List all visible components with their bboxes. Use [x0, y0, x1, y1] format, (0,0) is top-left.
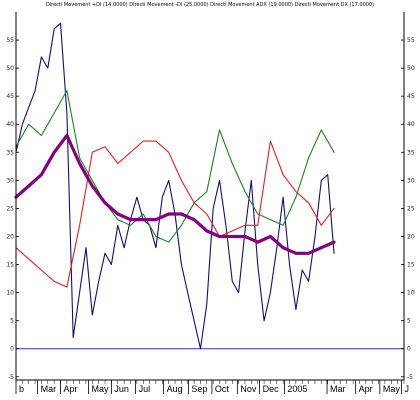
y-tick-label-left: 35 [6, 149, 14, 156]
y-tick-label-left: 5 [10, 318, 14, 325]
y-tick-label-right: 55 [407, 37, 415, 44]
y-tick-label-right: 50 [407, 65, 415, 72]
y-tick-label-left: 40 [6, 121, 14, 128]
y-tick-label-right: 10 [407, 290, 415, 297]
y-tick-label-right: 40 [407, 121, 415, 128]
y-tick-label-left: 45 [6, 93, 14, 100]
x-tick-label: Apr [359, 384, 373, 394]
y-tick-label-right: 0 [407, 346, 411, 353]
series-line-3 [15, 140, 335, 288]
x-tick-label: Dec [263, 384, 280, 394]
x-tick-label: Mar [41, 384, 57, 394]
y-tick-label-right: -5 [407, 374, 413, 381]
y-axis-left: -5 0 5 10 15 20 25 30 35 40 45 50 55 [6, 12, 19, 381]
series-line-2 [15, 90, 335, 243]
x-tick-label: Apr [64, 384, 78, 394]
chart-title: Directi Movement +DI (14.0000) Directi M… [46, 2, 374, 8]
y-tick-label-left: 55 [6, 37, 14, 44]
x-tick-label: May [92, 384, 110, 394]
y-tick-label-right: 20 [407, 233, 415, 240]
x-tick-label: Oct [215, 384, 230, 394]
y-tick-label-left: 10 [6, 290, 14, 297]
y-tick-label-left: 25 [6, 205, 14, 212]
x-tick-label: Mar [330, 384, 346, 394]
x-axis: b Mar Apr May Jun Jul Aug Sep Oct Nov Dec 2005 Mar Ap… [15, 379, 409, 394]
x-tick-label: Jun [114, 384, 129, 394]
x-tick-label: J [404, 384, 409, 394]
y-axis-right: -5 0 5 10 15 20 25 30 35 40 45 50 55 [401, 12, 415, 381]
series-layer [14, 22, 336, 350]
y-tick-label-left: 15 [6, 262, 14, 269]
y-tick-label-right: 25 [407, 205, 415, 212]
y-tick-label-left: 0 [10, 346, 14, 353]
x-tick-label: 2005 [287, 384, 307, 394]
x-tick-label: Sep [191, 384, 207, 394]
y-tick-label-left: -5 [8, 374, 14, 381]
y-tick-label-right: 30 [407, 177, 415, 184]
x-tick-label: b [19, 384, 24, 394]
x-tick-label: Aug [167, 384, 183, 394]
y-tick-label-right: 5 [407, 318, 411, 325]
x-tick-label: Jul [139, 384, 151, 394]
y-tick-label-left: 20 [6, 233, 14, 240]
series-line-4 [14, 133, 336, 255]
y-tick-label-right: 45 [407, 93, 415, 100]
y-tick-label-right: 35 [407, 149, 415, 156]
y-tick-label-right: 15 [407, 262, 415, 269]
x-tick-label: Nov [240, 384, 257, 394]
y-tick-label-left: 30 [6, 177, 14, 184]
x-tick-label: May [383, 384, 401, 394]
y-tick-label-left: 50 [6, 65, 14, 72]
